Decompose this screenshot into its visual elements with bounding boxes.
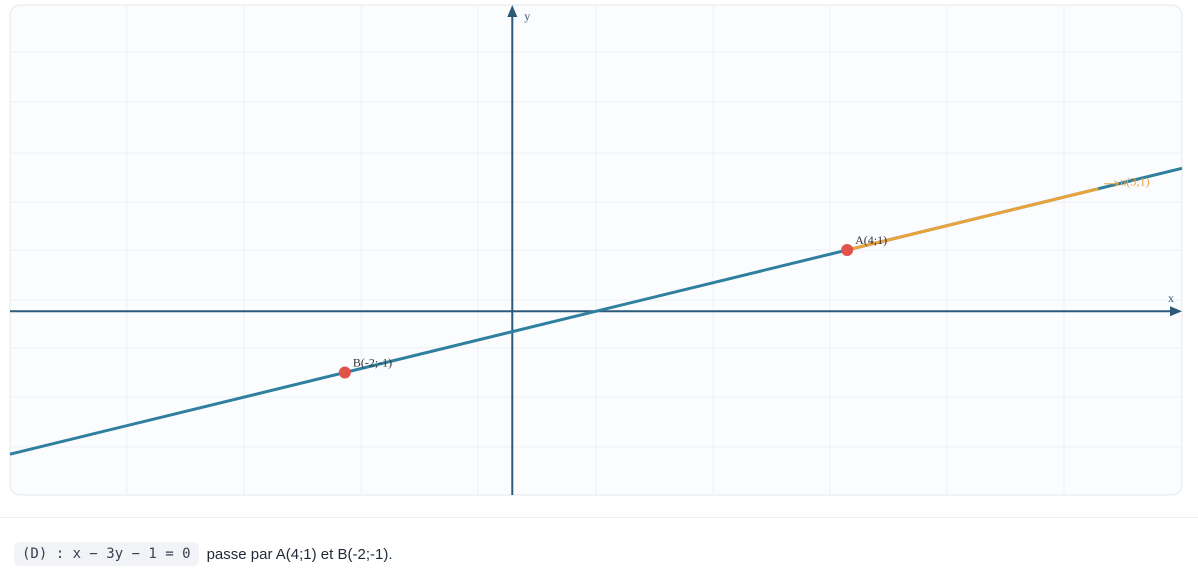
caption: (D) : x − 3y − 1 = 0 passe par A(4;1) et… [14, 540, 393, 568]
separator [0, 517, 1198, 518]
point [338, 366, 351, 379]
y-axis-label: y [524, 9, 530, 23]
y-axis-arrow [507, 5, 518, 17]
x-axis-arrow [1170, 306, 1182, 317]
point [841, 244, 854, 256]
vector-u [846, 187, 1099, 252]
point-label: B(-2;-1) [353, 355, 392, 369]
caption-text: passe par A(4;1) et B(-2;-1). [206, 545, 393, 563]
equation: (D) : x − 3y − 1 = 0 [14, 542, 199, 566]
vector-label: u(3;1) [1120, 175, 1149, 189]
x-axis-label: x [1168, 291, 1174, 305]
vector-arrow-sign [1104, 180, 1120, 188]
point-label: A(4;1) [855, 233, 887, 247]
chart: x y u(3;1) A(4;1) B(-2;-1) [9, 4, 1183, 496]
grid [10, 5, 1182, 495]
